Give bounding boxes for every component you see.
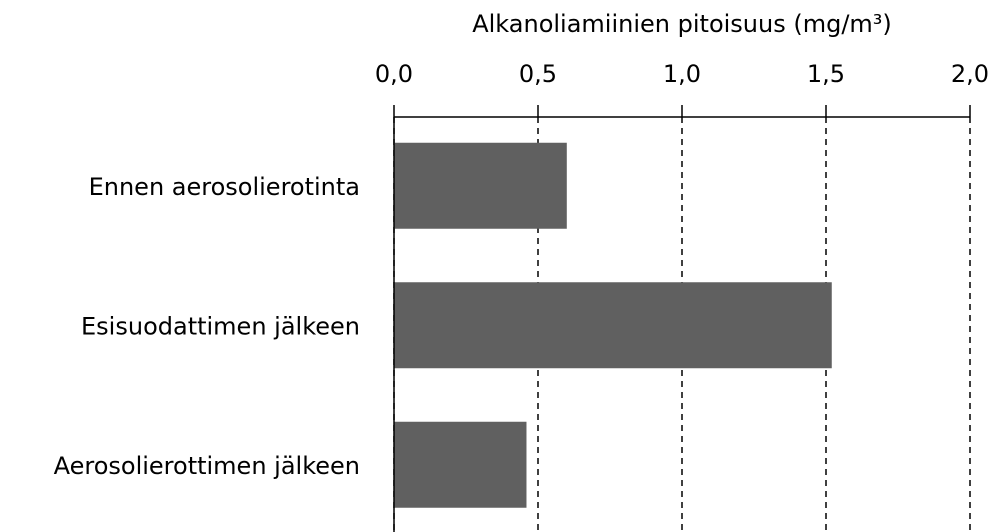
bar	[394, 421, 527, 508]
bar	[394, 142, 567, 229]
y-tick-label: Ennen aerosolierotinta	[89, 173, 360, 201]
x-tick-label: 1,5	[807, 60, 845, 88]
bar	[394, 282, 832, 369]
x-tick-label: 2,0	[951, 60, 989, 88]
x-tick-label: 0,5	[519, 60, 557, 88]
x-tick-label: 0,0	[375, 60, 413, 88]
y-tick-label: Esisuodattimen jälkeen	[81, 312, 360, 340]
x-axis-title: Alkanoliamiinien pitoisuus (mg/m³)	[472, 10, 892, 38]
y-tick-label: Aerosolierottimen jälkeen	[54, 452, 360, 480]
x-tick-label: 1,0	[663, 60, 701, 88]
